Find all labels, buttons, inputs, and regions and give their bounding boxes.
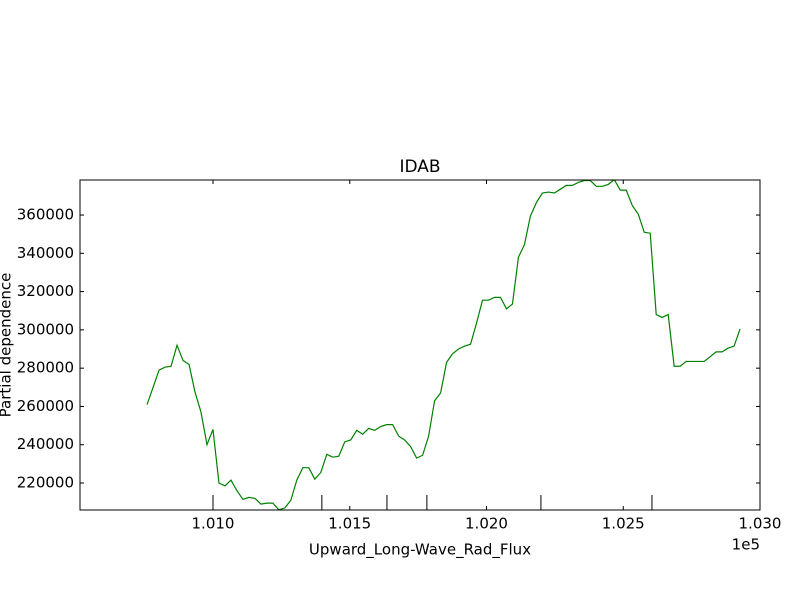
y-tick-label: 220000 [17,474,74,492]
x-axis-label: Upward_Long-Wave_Rad_Flux [309,541,531,560]
y-tick-label: 240000 [17,435,74,453]
y-tick-label: 280000 [17,359,74,377]
y-tick-label: 260000 [17,397,74,415]
x-tick-label: 1.030 [739,515,782,533]
y-tick-label: 300000 [17,320,74,338]
chart-title: IDAB [399,157,440,177]
x-tick-label: 1.010 [192,515,235,533]
x-tick-label: 1.020 [465,515,508,533]
x-tick-label: 1.025 [602,515,645,533]
y-tick-label: 320000 [17,282,74,300]
line-series [146,180,741,510]
x-offset-label: 1e5 [732,536,760,554]
y-tick-label: 340000 [17,244,74,262]
x-tick-label: 1.015 [328,515,371,533]
y-axis-label: Partial dependence [0,273,15,418]
plot-frame [79,179,761,511]
y-tick-label: 360000 [17,206,74,224]
